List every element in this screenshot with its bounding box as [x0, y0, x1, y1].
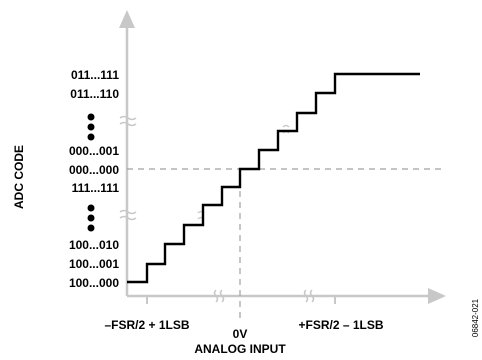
x-axis-break-right — [303, 289, 315, 303]
y-ellipsis-dot — [87, 113, 95, 121]
y-code-000-001: 000...001 — [69, 144, 119, 158]
y-code-111-111: 111...111 — [72, 181, 120, 195]
y-ellipsis-dot — [87, 224, 95, 232]
y-axis-break-lower — [119, 209, 137, 221]
y-code-100-010: 100...010 — [69, 238, 119, 252]
y-code-011-110: 011...110 — [70, 87, 119, 101]
y-ellipsis-dot — [87, 214, 95, 222]
y-axis-title: ADC CODE — [12, 145, 26, 209]
y-ellipsis-dot — [87, 204, 95, 212]
staircase-transfer-curve — [127, 72, 420, 284]
y-code-000-000: 000...000 — [69, 163, 119, 177]
y-code-100-000: 100...000 — [69, 276, 119, 290]
x-axis-arrow — [428, 288, 446, 304]
y-ellipsis-dot — [87, 123, 95, 131]
y-code-011-111: 011...111 — [71, 68, 119, 82]
y-ellipsis-dot — [87, 133, 95, 141]
x-axis-title: ANALOG INPUT — [194, 342, 286, 356]
x-label-pos-fsr: +FSR/2 – 1LSB — [298, 318, 383, 332]
x-axis-break-left — [213, 289, 225, 303]
x-label-neg-fsr: –FSR/2 + 1LSB — [104, 318, 189, 332]
y-code-100-001: 100...001 — [69, 257, 119, 271]
y-axis-break-upper — [119, 115, 137, 127]
y-axis-arrow — [119, 10, 135, 28]
x-label-zero-volt: 0V — [233, 327, 248, 341]
figure-id: 06842-021 — [471, 298, 480, 337]
